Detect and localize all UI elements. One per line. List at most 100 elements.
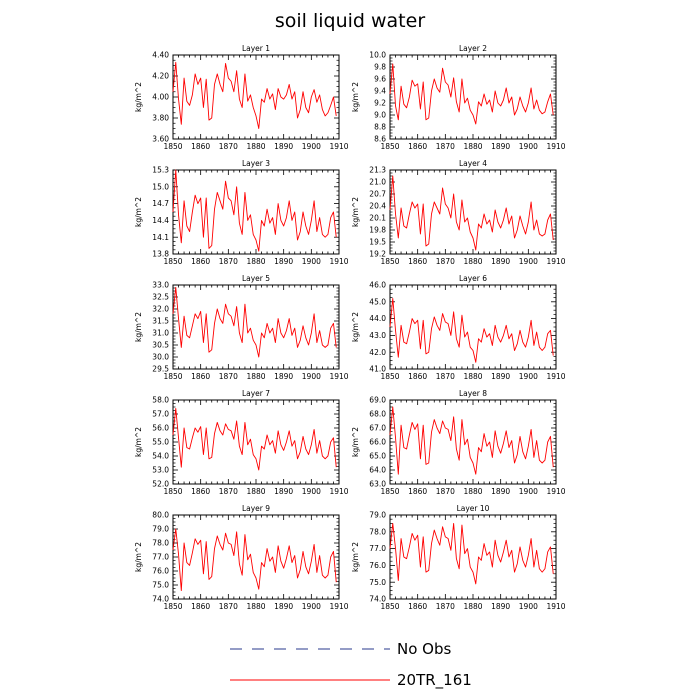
panel-layer-5: Layer 5 kg/m^2 1850 1860 1870 1880 1890 1900 191… (134, 274, 349, 381)
layer-3-ytick-label-5: 15.3 (152, 166, 169, 175)
layer-7-ytick-label-2: 54.0 (152, 452, 169, 461)
layer-9-ytick-label-6: 80.0 (152, 511, 169, 520)
layer-10-title: Layer 10 (457, 504, 490, 513)
layer-8-ytick-label-6: 69.0 (369, 396, 386, 405)
layer-6-xtick-label-1850: 1850 (380, 372, 399, 381)
layer-8-xtick-label-1890: 1890 (491, 487, 510, 496)
panels: Layer 1 kg/m^2 1850 1860 1870 1880 1890 1900 191… (134, 44, 566, 611)
panel-layer-2: Layer 2 kg/m^2 1850 1860 1870 1880 1890 1900 191… (351, 44, 566, 151)
layer-5-ytick-label-6: 32.5 (152, 293, 169, 302)
layer-5-ytick-label-4: 31.5 (152, 317, 169, 326)
layer-2-ytick-label-3: 9.2 (374, 99, 386, 108)
layer-9-xtick-label-1850: 1850 (163, 602, 182, 611)
layer-9-ytick-label-1: 75.0 (152, 581, 169, 590)
layer-1-ylabel: kg/m^2 (134, 82, 143, 112)
layer-5-xtick-label-1880: 1880 (246, 372, 265, 381)
layer-3-xtick-label-1860: 1860 (191, 257, 210, 266)
layer-6-xtick-label-1890: 1890 (491, 372, 510, 381)
layer-5-ytick-label-2: 30.5 (152, 341, 169, 350)
layer-8-ytick-label-1: 64.0 (369, 466, 386, 475)
layer-3-xtick-label-1910: 1910 (329, 257, 348, 266)
layer-8-ytick-label-2: 65.0 (369, 452, 386, 461)
panel-layer-3: Layer 3 kg/m^2 1850 1860 1870 1880 1890 1900 191… (134, 159, 349, 266)
layer-2-ytick-label-7: 10.0 (369, 51, 386, 60)
layer-10-ytick-label-4: 78.0 (369, 527, 386, 536)
layer-2-series-line-0 (389, 63, 554, 125)
layer-10-ytick-label-2: 76.0 (369, 561, 386, 570)
layer-3-ylabel: kg/m^2 (134, 197, 143, 227)
panel-layer-6: Layer 6 kg/m^2 1850 1860 1870 1880 1890 1900 191… (351, 274, 566, 381)
layer-1-ytick-label-4: 4.40 (152, 51, 169, 60)
panel-layer-10: Layer 10 kg/m^2 1850 1860 1870 1880 1890 1900 19… (351, 504, 566, 611)
layer-5-ytick-label-1: 30.0 (152, 353, 169, 362)
layer-9-ytick-label-5: 79.0 (152, 525, 169, 534)
layer-3-ytick-label-1: 14.1 (152, 233, 169, 242)
layer-4-ytick-label-5: 20.7 (369, 190, 386, 199)
layer-4-ytick-label-6: 21.0 (369, 178, 386, 187)
layer-9-ytick-label-2: 76.0 (152, 567, 169, 576)
layer-7-title: Layer 7 (242, 389, 270, 398)
layer-7-xtick-label-1880: 1880 (246, 487, 265, 496)
layer-9-xtick-label-1870: 1870 (219, 602, 238, 611)
layer-1-series-line-0 (172, 61, 337, 129)
layer-8-xtick-label-1860: 1860 (408, 487, 427, 496)
layer-8-xtick-label-1910: 1910 (546, 487, 565, 496)
layer-5-ytick-label-7: 33.0 (152, 281, 169, 290)
layer-6-ytick-label-0: 41.0 (369, 365, 386, 374)
layer-5-title: Layer 5 (242, 274, 270, 283)
layer-8-title: Layer 8 (459, 389, 487, 398)
layer-10-series-line-0 (389, 522, 554, 585)
layer-3-series-line-0 (172, 169, 337, 252)
layer-5-xtick-label-1910: 1910 (329, 372, 348, 381)
layer-1-ytick-label-0: 3.60 (152, 135, 169, 144)
layer-3-ytick-label-2: 14.4 (152, 216, 169, 225)
layer-2-xtick-label-1900: 1900 (519, 142, 538, 151)
layer-10-ytick-label-1: 75.0 (369, 578, 386, 587)
layer-8-xtick-label-1850: 1850 (380, 487, 399, 496)
layer-10-xtick-label-1850: 1850 (380, 602, 399, 611)
layer-3-xtick-label-1870: 1870 (219, 257, 238, 266)
layer-7-ytick-label-4: 56.0 (152, 424, 169, 433)
layer-10-ytick-label-3: 77.0 (369, 544, 386, 553)
layer-6-ylabel: kg/m^2 (351, 312, 360, 342)
layer-2-ytick-label-1: 8.8 (374, 123, 386, 132)
layer-7-series-line-0 (172, 407, 337, 471)
layer-7-ytick-label-3: 55.0 (152, 438, 169, 447)
legend-label-20tr-161: 20TR_161 (397, 671, 472, 690)
layer-2-ytick-label-0: 8.6 (374, 135, 386, 144)
layer-10-ytick-label-0: 74.0 (369, 595, 386, 604)
layer-1-title: Layer 1 (242, 44, 270, 53)
layer-3-ytick-label-3: 14.7 (152, 199, 169, 208)
layer-5-xtick-label-1890: 1890 (274, 372, 293, 381)
panel-layer-9: Layer 9 kg/m^2 1850 1860 1870 1880 1890 1900 191… (134, 504, 349, 611)
layer-10-xtick-label-1870: 1870 (436, 602, 455, 611)
layer-10-ytick-label-5: 79.0 (369, 511, 386, 520)
layer-5-ytick-label-3: 31.0 (152, 329, 169, 338)
layer-9-xtick-label-1910: 1910 (329, 602, 348, 611)
layer-5-series-line-0 (172, 286, 337, 358)
layer-2-xtick-label-1910: 1910 (546, 142, 565, 151)
layer-6-xtick-label-1880: 1880 (463, 372, 482, 381)
layer-7-xtick-label-1900: 1900 (302, 487, 321, 496)
figure-title: soil liquid water (275, 10, 425, 32)
layer-5-ytick-label-5: 32.0 (152, 305, 169, 314)
layer-8-ytick-label-3: 66.0 (369, 438, 386, 447)
layer-2-ytick-label-4: 9.4 (374, 87, 386, 96)
layer-1-xtick-label-1900: 1900 (302, 142, 321, 151)
legend: No Obs 20TR_161 (230, 640, 472, 690)
layer-4-series-line-0 (389, 175, 554, 251)
layer-1-xtick-label-1890: 1890 (274, 142, 293, 151)
layer-7-xtick-label-1870: 1870 (219, 487, 238, 496)
layer-9-xtick-label-1890: 1890 (274, 602, 293, 611)
layer-7-xtick-label-1850: 1850 (163, 487, 182, 496)
layer-9-ytick-label-0: 74.0 (152, 595, 169, 604)
layer-9-title: Layer 9 (242, 504, 270, 513)
layer-1-xtick-label-1850: 1850 (163, 142, 182, 151)
layer-6-xtick-label-1860: 1860 (408, 372, 427, 381)
layer-8-series-line-0 (389, 406, 554, 475)
layer-4-title: Layer 4 (459, 159, 487, 168)
layer-9-xtick-label-1860: 1860 (191, 602, 210, 611)
layer-2-xtick-label-1850: 1850 (380, 142, 399, 151)
layer-4-xtick-label-1880: 1880 (463, 257, 482, 266)
layer-6-ytick-label-4: 45.0 (369, 297, 386, 306)
